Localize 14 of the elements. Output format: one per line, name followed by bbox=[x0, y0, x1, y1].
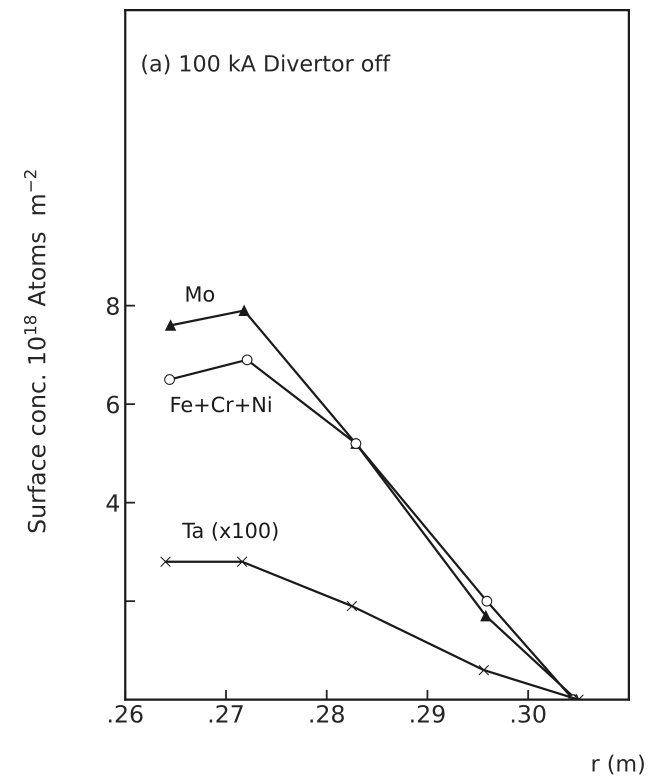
x-tick-label: .29 bbox=[411, 704, 445, 723]
series-label: Mo bbox=[186, 286, 214, 302]
y-axis-title: Surface conc. 10$^{18}$ Atoms m$^{−2}$ bbox=[24, 170, 46, 532]
y-tick-label: 8 bbox=[106, 297, 119, 315]
x-tick-label: .27 bbox=[210, 704, 243, 722]
x-tick-label: .26 bbox=[109, 704, 143, 723]
series-label: Fe+Cr+Ni bbox=[172, 396, 271, 412]
x-tick-label: .28 bbox=[310, 704, 344, 723]
series-label: Ta (x100) bbox=[182, 522, 278, 541]
y-tick-label: 6 bbox=[107, 396, 119, 414]
x-tick-label: .30 bbox=[512, 704, 546, 723]
x-axis-title: r (m) bbox=[592, 754, 644, 774]
text: (a) 100 kA Divertor off bbox=[142, 54, 390, 74]
y-tick-label: 4 bbox=[106, 494, 120, 512]
